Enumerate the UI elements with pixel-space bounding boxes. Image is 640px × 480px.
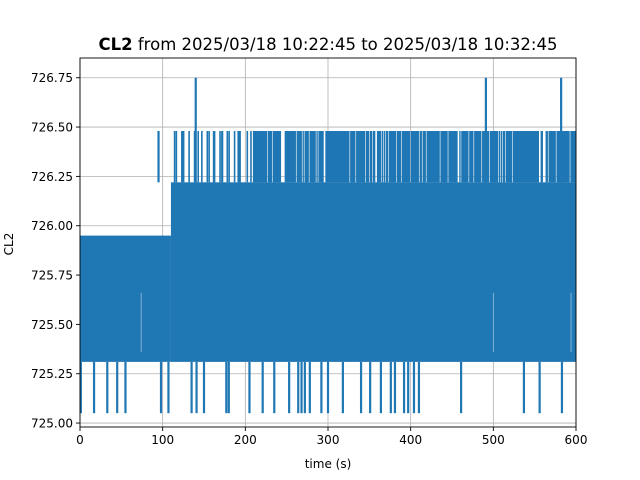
x-tick-label: 600 [565, 433, 588, 447]
x-axis-label: time (s) [305, 457, 352, 471]
x-tick-label: 100 [151, 433, 174, 447]
chart-title-bold: CL2 [99, 35, 133, 54]
x-tick-label: 200 [234, 433, 257, 447]
chart-title: CL2 from 2025/03/18 10:22:45 to 2025/03/… [99, 35, 558, 54]
x-tick-label: 400 [399, 433, 422, 447]
y-tick-label: 726.75 [31, 71, 73, 85]
y-tick-label: 725.25 [31, 367, 73, 381]
y-tick-label: 726.25 [31, 170, 73, 184]
series-line [80, 77, 576, 414]
series-band-early [80, 235, 171, 362]
y-tick-label: 726.00 [31, 219, 73, 233]
series-band-late [170, 182, 576, 362]
y-tick-label: 725.00 [31, 417, 73, 431]
plot-area: 0 100 200 300 400 500 600 725.00 725.25 725.50 725… [31, 57, 588, 447]
x-tick-label: 300 [317, 433, 340, 447]
y-tick-label: 725.75 [31, 269, 73, 283]
x-tick-label: 500 [482, 433, 505, 447]
y-tick-label: 725.50 [31, 318, 73, 332]
x-tick-label: 0 [76, 433, 84, 447]
y-axis-label: CL2 [2, 233, 16, 256]
chart-title-rest: from 2025/03/18 10:22:45 to 2025/03/18 1… [133, 35, 558, 54]
y-tick-label: 726.50 [31, 121, 73, 135]
